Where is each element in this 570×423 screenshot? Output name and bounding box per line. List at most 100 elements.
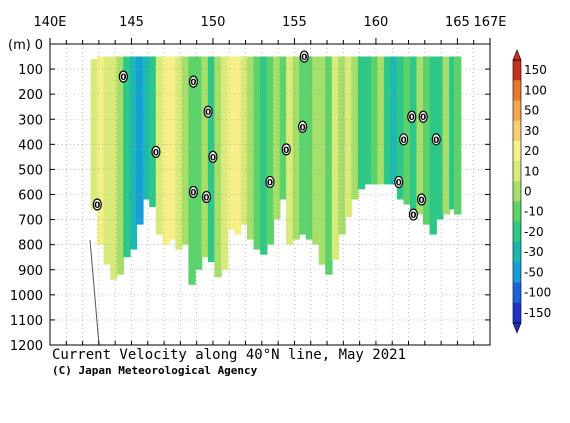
contour-label-marker (203, 105, 213, 118)
colorbar-swatch (513, 60, 521, 81)
velocity-column (247, 56, 255, 240)
velocity-field (90, 56, 462, 285)
y-tick-label: 600 (18, 189, 43, 204)
y-tick-label: 1200 (10, 339, 43, 354)
y-tick-label: 400 (18, 138, 43, 153)
x-tick-label: 165 (445, 15, 470, 30)
velocity-column (97, 56, 105, 245)
velocity-column (116, 56, 125, 275)
velocity-column (220, 56, 229, 270)
y-tick-label: 0 (35, 38, 43, 53)
colorbar-swatch (513, 100, 521, 122)
y-tick-label: 1100 (10, 314, 43, 329)
velocity-column (383, 56, 392, 185)
velocity-column (454, 56, 462, 215)
contour-label: 0 (203, 194, 209, 204)
x-tick-label: 155 (282, 15, 307, 30)
contour-label-marker (416, 193, 427, 206)
velocity-column (442, 56, 450, 215)
colorbar-swatch (513, 221, 521, 243)
y-tick-label: 700 (18, 214, 43, 229)
velocity-column (129, 56, 138, 250)
colorbar-label: -150 (524, 306, 551, 320)
colorbar-label: 150 (524, 63, 547, 77)
velocity-column (331, 56, 340, 260)
x-axis: 140E 145 150 155 160 165 167E (33, 15, 507, 345)
colorbar-frame (512, 59, 522, 324)
velocity-column (292, 56, 301, 240)
velocity-column (318, 56, 327, 265)
colorbar-label: 30 (524, 124, 539, 138)
colorbar-swatch (513, 140, 521, 162)
velocity-column (214, 56, 222, 278)
contour-label-marker (299, 50, 309, 63)
x-tick-label: 145 (119, 15, 144, 30)
colorbar-label: 50 (524, 104, 539, 118)
velocity-column (312, 56, 320, 245)
colorbar-label: 100 (524, 83, 547, 97)
contour-label-marker (188, 185, 199, 199)
velocity-column (325, 56, 333, 275)
contour-label-marker (399, 133, 409, 146)
y-tick-label: 900 (18, 264, 43, 279)
colorbar-swatch (513, 161, 521, 182)
colorbar-label: 10 (524, 164, 539, 178)
velocity-column (344, 56, 353, 217)
velocity-column (299, 56, 307, 235)
velocity-column (370, 56, 379, 185)
contour-label-marker (201, 190, 212, 204)
y-tick-label: 300 (18, 113, 43, 128)
velocity-column (429, 56, 437, 235)
velocity-column (181, 56, 190, 245)
contour-label: 0 (396, 178, 402, 188)
velocity-column (396, 56, 405, 200)
colorbar-label: 20 (524, 144, 539, 158)
contour-label-marker (281, 143, 291, 156)
contour-label: 0 (299, 123, 305, 133)
colorbar-swatch (513, 201, 521, 223)
x-tick-label: 140E (33, 15, 66, 30)
velocity-column (260, 56, 268, 255)
colorbar-arrow-bottom (512, 322, 522, 334)
velocity-column (410, 56, 418, 220)
velocity-column (279, 56, 287, 200)
colorbar-label: -30 (524, 245, 544, 259)
velocity-column (194, 56, 203, 270)
contour-label-marker (265, 175, 275, 189)
colorbar-label: -50 (524, 265, 544, 279)
velocity-column (266, 56, 274, 245)
colorbar-swatch (513, 120, 521, 142)
y-tick-label: 100 (18, 63, 43, 78)
contour-label: 0 (205, 108, 211, 118)
contour-label-marker (431, 133, 441, 146)
contour-label: 0 (410, 211, 416, 221)
velocity-column (253, 56, 261, 250)
chart-credit: (C) Japan Meteorological Agency (52, 364, 258, 377)
contour-label: 0 (210, 153, 216, 163)
velocity-column (305, 56, 314, 240)
y-tick-label: 800 (18, 239, 43, 254)
contour-label: 0 (190, 188, 196, 198)
velocity-column (377, 56, 385, 185)
x-tick-label: 167E (473, 15, 506, 30)
y-tick-label: 1000 (10, 289, 43, 304)
velocity-column (234, 56, 242, 235)
contour-label: 0 (301, 53, 307, 63)
velocity-column (175, 56, 183, 250)
y-tick-label: 200 (18, 88, 43, 103)
velocity-column (227, 56, 235, 230)
velocity-column (103, 56, 111, 265)
velocity-column (390, 56, 398, 185)
velocity-column (416, 56, 424, 215)
contour-label: 0 (420, 113, 426, 123)
contour-label: 0 (433, 136, 439, 146)
velocity-column (110, 56, 118, 280)
colorbar-swatch (513, 282, 521, 304)
contour-label-marker (394, 175, 404, 189)
velocity-column (423, 56, 431, 225)
y-unit-label: (m) (8, 38, 31, 53)
colorbar-swatch (513, 181, 521, 203)
